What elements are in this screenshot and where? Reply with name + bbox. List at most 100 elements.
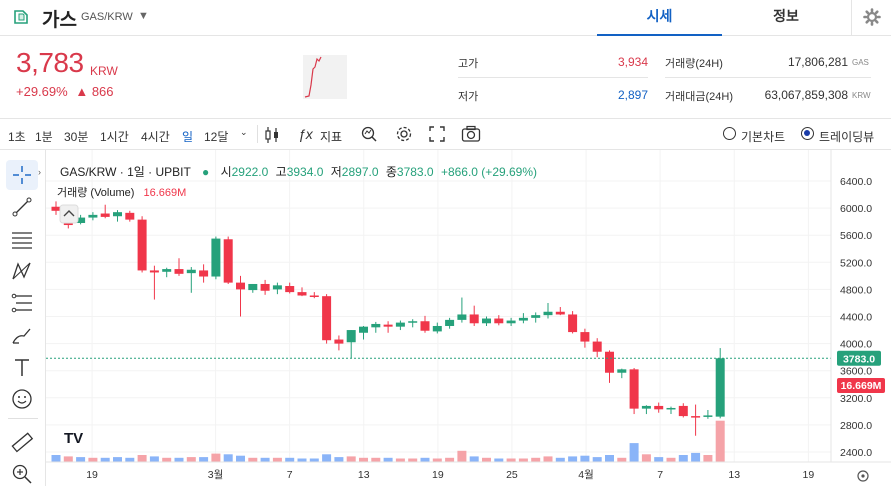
volume-bar bbox=[125, 457, 135, 462]
candle bbox=[236, 275, 245, 317]
volume-badge-text: 16.669M bbox=[841, 380, 882, 392]
candle-style-icon[interactable] bbox=[264, 126, 280, 144]
interval-chevron-down-icon[interactable]: ⌄ bbox=[240, 127, 248, 137]
volume-bar bbox=[506, 458, 516, 462]
volume-bar bbox=[666, 457, 676, 462]
pattern-icon[interactable] bbox=[10, 259, 34, 283]
volume-bar bbox=[260, 457, 270, 462]
volume-bar bbox=[285, 457, 295, 462]
candle-body bbox=[149, 270, 159, 273]
candle bbox=[223, 236, 233, 284]
candle-body bbox=[518, 317, 528, 321]
volume-bar bbox=[432, 458, 442, 462]
text-tool-icon[interactable] bbox=[10, 355, 34, 379]
time-tick-label: 3월 bbox=[208, 469, 224, 481]
basic-chart-label[interactable]: 기본차트 bbox=[741, 130, 786, 144]
legend-open-label: 시 bbox=[220, 165, 232, 179]
volume-bar bbox=[555, 457, 565, 462]
price-chart[interactable]: 6400.0 6000.0 5600.0 5200.0 4800.0 4400.0 4000… bbox=[46, 150, 891, 486]
interval-1d[interactable]: 일 bbox=[182, 130, 194, 144]
coin-name: 가스 bbox=[42, 10, 77, 31]
tradingview-label[interactable]: 트레이딩뷰 bbox=[819, 130, 875, 144]
horizontal-lines-icon[interactable] bbox=[10, 227, 34, 251]
indicator-button[interactable]: 지표 bbox=[320, 130, 343, 144]
volume-bar bbox=[100, 457, 110, 462]
mini-chart bbox=[303, 55, 347, 99]
tab-info[interactable]: 정보 bbox=[773, 8, 799, 24]
interval-1m[interactable]: 1분 bbox=[35, 130, 53, 144]
candle-body bbox=[199, 270, 209, 277]
trend-line-icon[interactable] bbox=[10, 195, 34, 219]
interval-1s[interactable]: 1초 bbox=[8, 130, 26, 144]
go-to-realtime-icon[interactable] bbox=[857, 470, 869, 482]
candle-body bbox=[100, 213, 110, 217]
interval-4h[interactable]: 4시간 bbox=[141, 130, 170, 144]
candle bbox=[408, 319, 418, 328]
candle-body bbox=[113, 212, 122, 217]
low-label: 저가 bbox=[458, 91, 479, 103]
candle bbox=[113, 210, 122, 222]
interval-12mo[interactable]: 12달 bbox=[204, 130, 229, 144]
price-tick-label: 2400.0 bbox=[840, 447, 872, 459]
price-change: +29.69% ▲ 866 bbox=[16, 84, 114, 99]
candle bbox=[678, 403, 688, 418]
price-badge-text: 3783.0 bbox=[843, 353, 875, 365]
time-axis[interactable]: 19 3월 7 13 19 25 4월 7 13 19 bbox=[46, 461, 891, 481]
volume-bar bbox=[51, 455, 61, 462]
indicator-fx-icon[interactable]: ƒx bbox=[298, 126, 313, 142]
candle bbox=[199, 264, 209, 283]
volume-bar bbox=[580, 455, 590, 462]
mini-sparkline bbox=[304, 56, 322, 98]
candle-body bbox=[236, 282, 245, 290]
price-tick-label: 3200.0 bbox=[840, 393, 872, 405]
candle-body bbox=[125, 212, 135, 220]
amount-24h-label: 거래대금(24H) bbox=[665, 91, 733, 103]
candle-body bbox=[408, 321, 418, 323]
candle bbox=[506, 317, 516, 326]
volume-bar bbox=[568, 456, 578, 462]
settings-button[interactable] bbox=[851, 0, 891, 36]
candle-body bbox=[629, 369, 639, 409]
basic-chart-radio[interactable] bbox=[723, 127, 736, 140]
crosshair-tool[interactable] bbox=[6, 160, 38, 190]
tradingview-radio[interactable] bbox=[801, 127, 814, 140]
candle bbox=[555, 307, 565, 316]
tab-quote[interactable]: 시세 bbox=[597, 0, 722, 36]
camera-icon[interactable] bbox=[461, 125, 481, 143]
fib-retracement-icon[interactable] bbox=[10, 291, 34, 315]
ruler-icon[interactable] bbox=[10, 430, 34, 454]
interval-30m[interactable]: 30분 bbox=[64, 130, 89, 144]
candle bbox=[432, 322, 442, 334]
time-tick-label: 25 bbox=[506, 469, 518, 481]
candle bbox=[543, 302, 553, 319]
candle-body bbox=[469, 314, 479, 324]
zoom-in-icon[interactable] bbox=[10, 462, 34, 486]
collapse-legend-button[interactable] bbox=[59, 204, 79, 224]
volume-bar bbox=[272, 457, 282, 462]
fullscreen-icon[interactable] bbox=[429, 126, 445, 142]
price-axis[interactable]: 6400.0 6000.0 5600.0 5200.0 4800.0 4400.0 4000… bbox=[830, 150, 872, 462]
candle bbox=[666, 406, 676, 415]
change-amount: 866 bbox=[91, 84, 114, 99]
candle bbox=[518, 313, 528, 324]
volume-bar bbox=[322, 454, 332, 462]
compare-icon[interactable] bbox=[360, 125, 378, 143]
candle bbox=[629, 367, 639, 415]
candle-body bbox=[334, 339, 344, 344]
price-tick-label: 3600.0 bbox=[840, 366, 872, 378]
candle bbox=[334, 335, 344, 351]
emoji-icon[interactable] bbox=[10, 387, 34, 411]
interval-1h[interactable]: 1시간 bbox=[100, 130, 129, 144]
candle-body bbox=[211, 238, 221, 277]
chevron-right-icon[interactable]: › bbox=[38, 167, 41, 177]
crosshair-icon[interactable] bbox=[10, 163, 34, 187]
legend-close-label: 종 bbox=[385, 165, 397, 179]
candle-body bbox=[641, 405, 651, 409]
chevron-down-icon[interactable]: ▼ bbox=[138, 10, 149, 22]
volume-24h-value: 17,806,281 bbox=[787, 55, 848, 69]
chart-settings-gear-icon[interactable] bbox=[395, 125, 413, 143]
brush-icon[interactable] bbox=[10, 323, 34, 347]
candlesticks bbox=[51, 201, 725, 436]
candle bbox=[580, 328, 590, 348]
volume-bar bbox=[359, 457, 368, 462]
